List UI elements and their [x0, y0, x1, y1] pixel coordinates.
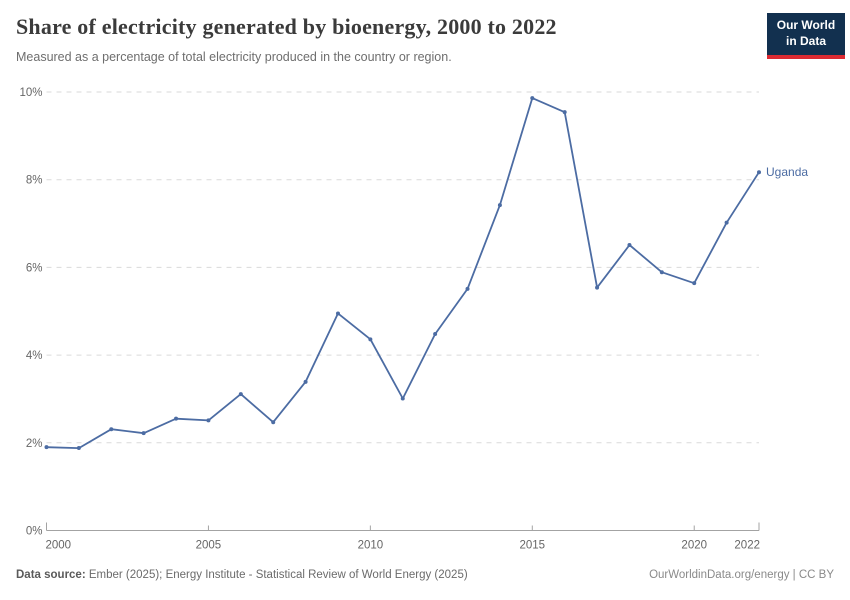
owid-logo-line2: in Data: [785, 33, 826, 48]
data-point: [497, 203, 502, 208]
chart-footer: Data source: Ember (2025); Energy Instit…: [16, 569, 834, 581]
data-point: [141, 431, 146, 436]
data-point: [465, 286, 470, 291]
data-point: [724, 220, 729, 225]
y-tick-label: 10%: [19, 87, 42, 99]
series-line: [45, 97, 760, 450]
data-point: [400, 396, 405, 401]
data-point: [692, 281, 697, 286]
data-point: [562, 110, 567, 115]
series-end-label: Uganda: [766, 165, 808, 179]
y-tick-label: 0%: [26, 526, 43, 538]
y-tick-label: 4%: [26, 350, 43, 362]
y-tick-label: 2%: [26, 438, 43, 450]
data-point: [238, 392, 243, 397]
x-tick-label: 2020: [681, 540, 707, 552]
data-point: [174, 416, 179, 421]
data-point: [433, 332, 438, 337]
x-tick-label: 2005: [196, 540, 222, 552]
data-point: [303, 379, 308, 384]
y-tick-label: 6%: [26, 262, 43, 274]
data-point: [335, 311, 340, 316]
x-tick-label: 2010: [358, 540, 384, 552]
data-point: [757, 170, 761, 175]
data-point: [595, 285, 600, 290]
data-source-label: Data source:: [16, 569, 86, 581]
data-point: [271, 420, 276, 425]
x-tick-label: 2000: [46, 540, 72, 552]
data-point: [530, 96, 535, 101]
page-title: Share of electricity generated by bioene…: [16, 14, 557, 39]
y-tick-label: 8%: [26, 175, 43, 187]
data-point: [76, 446, 81, 451]
data-point: [44, 445, 49, 450]
page-subtitle: Measured as a percentage of total electr…: [16, 50, 452, 64]
x-tick-label: 2022: [734, 540, 760, 552]
x-tick-label: 2015: [519, 540, 545, 552]
data-point: [659, 270, 664, 275]
data-point: [368, 337, 373, 342]
data-point: [627, 243, 632, 248]
owid-logo: Our World in Data: [767, 13, 845, 59]
credit-link[interactable]: OurWorldinData.org/energy | CC BY: [649, 569, 834, 581]
owid-logo-line1: Our World: [776, 18, 836, 32]
data-source-text: Data source: Ember (2025); Energy Instit…: [16, 569, 468, 581]
data-point: [109, 427, 114, 432]
data-point: [206, 418, 211, 423]
